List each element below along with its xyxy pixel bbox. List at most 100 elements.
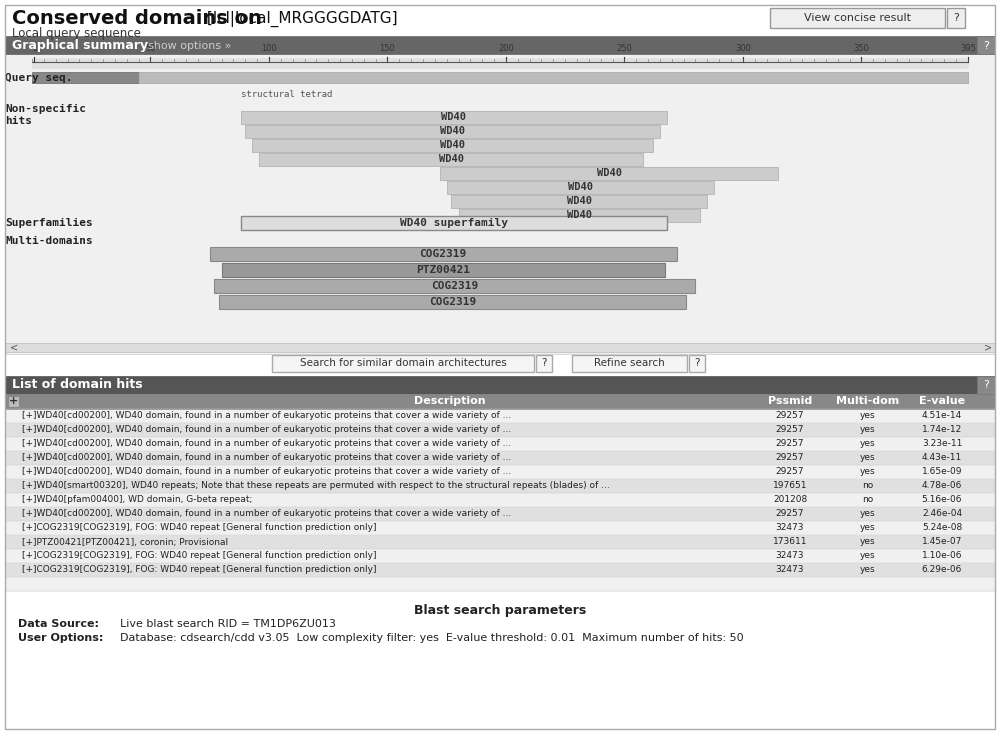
Bar: [770, 8, 945, 28]
Text: ?: ?: [983, 380, 989, 390]
Text: 4.51e-14: 4.51e-14: [922, 412, 962, 421]
Text: WD40: WD40: [440, 126, 465, 137]
Text: 395: 395: [960, 44, 976, 53]
Text: +: +: [8, 396, 18, 407]
Text: ?: ?: [983, 41, 989, 51]
Text: [+]WD40[smart00320], WD40 repeats; Note that these repeats are permuted with res: [+]WD40[smart00320], WD40 repeats; Note …: [22, 482, 610, 490]
Text: hits: hits: [5, 116, 32, 126]
Text: 1: 1: [32, 44, 37, 53]
Text: [+]WD40[cd00200], WD40 domain, found in a number of eukaryotic proteins that cov: [+]WD40[cd00200], WD40 domain, found in …: [22, 426, 511, 435]
Bar: [32, 72, 968, 83]
Text: 32473: 32473: [776, 523, 804, 532]
Text: yes: yes: [860, 440, 876, 448]
Text: 1.45e-07: 1.45e-07: [922, 537, 962, 547]
Text: Blast search parameters: Blast search parameters: [414, 604, 586, 617]
Bar: [536, 355, 552, 372]
Bar: [5, 394, 995, 409]
Text: [+]COG2319[COG2319], FOG: WD40 repeat [General function prediction only]: [+]COG2319[COG2319], FOG: WD40 repeat [G…: [22, 565, 376, 575]
Text: Data Source:: Data Source:: [18, 619, 99, 629]
Bar: [572, 355, 687, 372]
Text: WD40 superfamily: WD40 superfamily: [400, 218, 508, 228]
Bar: [214, 279, 695, 293]
Bar: [32, 58, 968, 68]
Bar: [5, 465, 995, 479]
Text: >: >: [984, 343, 992, 352]
Text: 2.46e-04: 2.46e-04: [922, 509, 962, 518]
Text: 4.43e-11: 4.43e-11: [922, 454, 962, 462]
Bar: [5, 409, 995, 423]
Bar: [977, 36, 995, 54]
Text: 29257: 29257: [776, 426, 804, 435]
Bar: [5, 493, 995, 507]
Text: [+]WD40[cd00200], WD40 domain, found in a number of eukaryotic proteins that cov: [+]WD40[cd00200], WD40 domain, found in …: [22, 440, 511, 448]
Text: WD40: WD40: [597, 169, 622, 178]
Text: 197651: 197651: [773, 482, 807, 490]
Text: 173611: 173611: [773, 537, 807, 547]
Text: ?: ?: [694, 358, 700, 368]
Text: 1.74e-12: 1.74e-12: [922, 426, 962, 435]
Text: 1.65e-09: 1.65e-09: [922, 468, 962, 476]
Text: yes: yes: [860, 537, 876, 547]
Text: no: no: [862, 495, 874, 504]
Text: yes: yes: [860, 454, 876, 462]
Text: 32473: 32473: [776, 565, 804, 575]
Text: 250: 250: [617, 44, 632, 53]
Text: PTZ00421: PTZ00421: [416, 265, 470, 275]
Bar: [241, 216, 667, 230]
Text: Pssmid: Pssmid: [768, 396, 812, 407]
Text: Search for similar domain architectures: Search for similar domain architectures: [300, 358, 506, 368]
Bar: [219, 295, 686, 309]
Text: COG2319: COG2319: [420, 249, 467, 259]
Text: yes: yes: [860, 523, 876, 532]
Text: Superfamilies: Superfamilies: [5, 218, 93, 228]
Text: WD40: WD40: [440, 140, 465, 150]
Bar: [5, 423, 995, 437]
Text: no: no: [862, 482, 874, 490]
Bar: [139, 72, 968, 83]
Text: [+]COG2319[COG2319], FOG: WD40 repeat [General function prediction only]: [+]COG2319[COG2319], FOG: WD40 repeat [G…: [22, 551, 376, 561]
Text: 201208: 201208: [773, 495, 807, 504]
Text: 1.10e-06: 1.10e-06: [922, 551, 962, 561]
Text: 50: 50: [145, 44, 156, 53]
Text: WD40: WD40: [441, 112, 466, 123]
Bar: [5, 451, 995, 465]
Text: 29257: 29257: [776, 454, 804, 462]
Text: User Options:: User Options:: [18, 633, 103, 643]
Text: 5.16e-06: 5.16e-06: [922, 495, 962, 504]
Text: yes: yes: [860, 551, 876, 561]
Bar: [5, 376, 995, 394]
Bar: [259, 153, 643, 166]
Text: [+]WD40[cd00200], WD40 domain, found in a number of eukaryotic proteins that cov: [+]WD40[cd00200], WD40 domain, found in …: [22, 509, 511, 518]
Bar: [5, 577, 995, 591]
Bar: [5, 343, 995, 352]
Bar: [689, 355, 705, 372]
Text: 5.24e-08: 5.24e-08: [922, 523, 962, 532]
Text: Query seq.: Query seq.: [5, 73, 72, 83]
Text: COG2319: COG2319: [429, 297, 476, 307]
Text: COG2319: COG2319: [431, 281, 479, 291]
Text: 100: 100: [261, 44, 277, 53]
Bar: [440, 167, 778, 180]
Text: [lcl|local_MRGGGGDATG]: [lcl|local_MRGGGGDATG]: [202, 11, 398, 27]
Bar: [459, 209, 700, 222]
Text: 29257: 29257: [776, 468, 804, 476]
Text: View concise result: View concise result: [804, 13, 910, 23]
Text: WD40: WD40: [567, 197, 592, 206]
Bar: [947, 8, 965, 28]
Text: [+]WD40[pfam00400], WD domain, G-beta repeat;: [+]WD40[pfam00400], WD domain, G-beta re…: [22, 495, 252, 504]
Bar: [977, 376, 995, 394]
Text: 350: 350: [853, 44, 869, 53]
Text: 4.78e-06: 4.78e-06: [922, 482, 962, 490]
Text: Non-specific: Non-specific: [5, 104, 86, 114]
Text: yes: yes: [860, 509, 876, 518]
Text: 29257: 29257: [776, 509, 804, 518]
Text: Multi-dom: Multi-dom: [836, 396, 900, 407]
Text: structural tetrad: structural tetrad: [241, 90, 332, 99]
Text: yes: yes: [860, 565, 876, 575]
Text: 29257: 29257: [776, 440, 804, 448]
Text: [+]COG2319[COG2319], FOG: WD40 repeat [General function prediction only]: [+]COG2319[COG2319], FOG: WD40 repeat [G…: [22, 523, 376, 532]
Bar: [222, 263, 665, 277]
Text: 29257: 29257: [776, 412, 804, 421]
Bar: [447, 181, 714, 194]
Text: [+]WD40[cd00200], WD40 domain, found in a number of eukaryotic proteins that cov: [+]WD40[cd00200], WD40 domain, found in …: [22, 454, 511, 462]
